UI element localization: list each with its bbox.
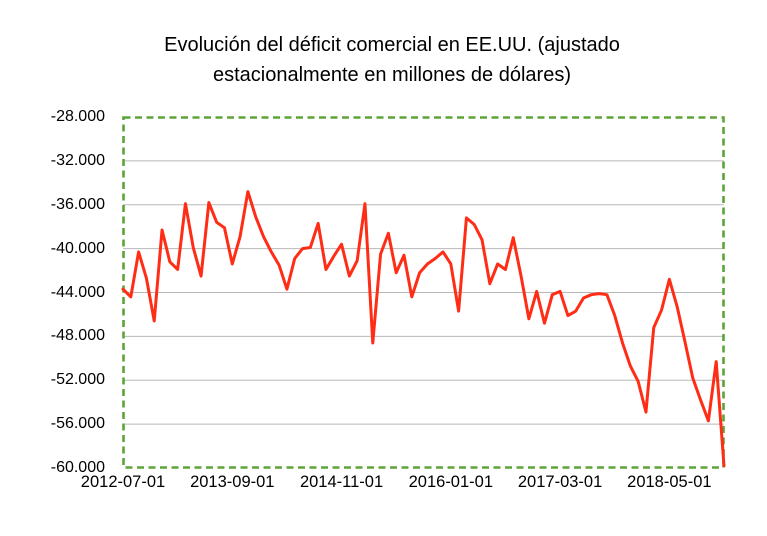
chart-title: Evolución del déficit comercial en EE.UU…	[164, 34, 620, 86]
y-axis-tick-label: -56.000	[50, 415, 105, 433]
x-axis-tick-label: 2017-03-01	[517, 473, 603, 491]
y-axis-tick-label: -32.000	[50, 151, 105, 169]
gridlines	[123, 160, 724, 425]
y-axis-tick-label: -28.000	[50, 108, 105, 125]
x-axis-tick-label: 2013-09-01	[190, 473, 275, 491]
y-axis-tick-label: -48.000	[50, 327, 105, 345]
x-axis-tick-label: 2012-07-01	[80, 473, 166, 491]
y-axis-tick-label: -40.000	[50, 239, 105, 257]
x-axis-tick-label: 2018-05-01	[627, 473, 712, 491]
y-axis-tick-label: -52.000	[50, 371, 105, 389]
y-axis-tick-label: -60.000	[50, 459, 105, 476]
deficit-line-series	[121, 190, 726, 468]
plot-area	[121, 116, 726, 469]
x-axis-tick-label: 2016-01-01	[408, 473, 494, 491]
y-axis-tick-label: -36.000	[50, 195, 105, 213]
x-axis-tick-label: 2014-11-01	[299, 473, 384, 491]
plot-border	[122, 116, 725, 469]
y-axis-tick-label: -44.000	[50, 283, 105, 301]
